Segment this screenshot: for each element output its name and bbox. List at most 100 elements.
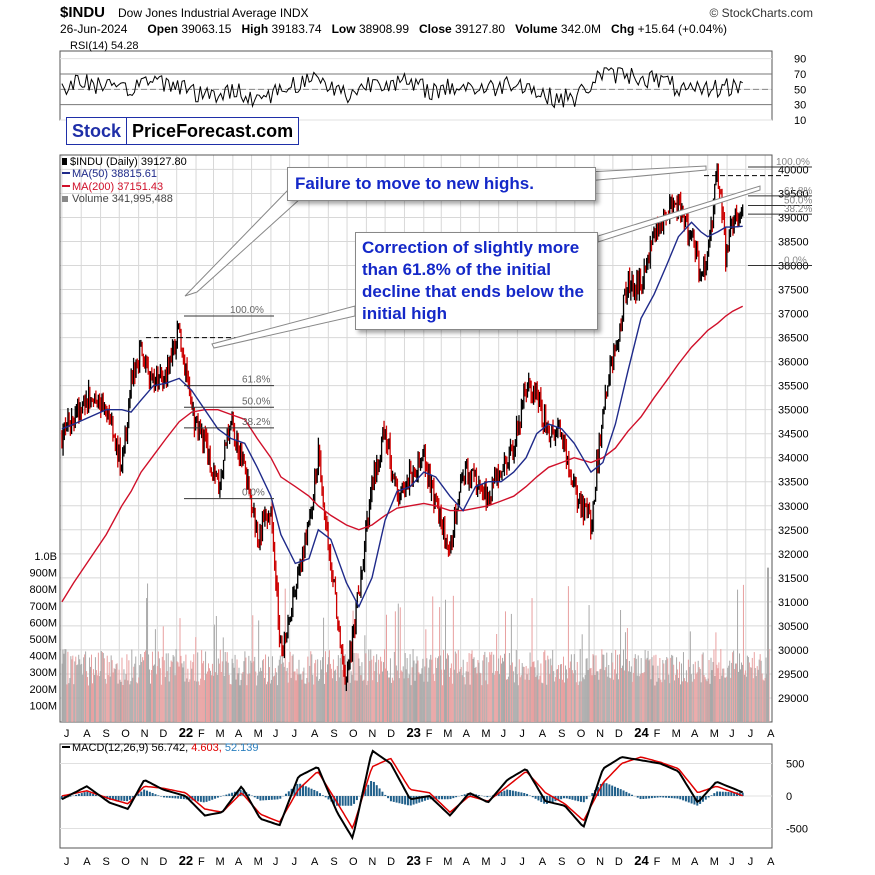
price-y-tick-label: 29500 — [778, 669, 809, 681]
macd-x-tick-label: D — [159, 856, 167, 868]
macd-signal-line — [61, 756, 743, 830]
macd-x-tick-label: A — [539, 856, 547, 868]
macd-x-tick-label: S — [103, 856, 110, 868]
price-x-tick-label: A — [691, 728, 699, 740]
price-x-tick-label: A — [235, 728, 243, 740]
price-x-tick-label: O — [349, 728, 358, 740]
price-x-tick-label: J — [64, 728, 69, 740]
macd-x-tick-label: J — [748, 856, 754, 868]
price-y-tick-label: 38500 — [778, 236, 809, 248]
logo-part-stock: Stock — [67, 118, 128, 144]
volume-tick-label: 500M — [29, 634, 57, 646]
high-label: High — [241, 22, 269, 36]
price-x-tick-label: M — [672, 728, 681, 740]
chart-symbol: $INDU — [60, 4, 106, 21]
price-x-tick-label: O — [577, 728, 586, 740]
fib2-level-label: 100.0% — [776, 157, 810, 168]
macd-x-tick-label: M — [443, 856, 452, 868]
macd-x-tick-label: A — [311, 856, 319, 868]
macd-x-tick-label: F — [426, 856, 433, 868]
chg-value: +15.64 (+0.04%) — [637, 22, 728, 36]
price-x-tick-label: F — [426, 728, 433, 740]
price-y-tick-label: 32000 — [778, 549, 809, 561]
close-label: Close — [419, 22, 452, 36]
macd-y-tick-label: 0 — [786, 791, 792, 803]
price-y-tick-label: 35000 — [778, 405, 809, 417]
macd-x-tick-label: F — [198, 856, 205, 868]
price-x-tick-label: N — [596, 728, 604, 740]
logo: Stock PriceForecast.com — [66, 117, 300, 145]
fib1-level-label: 50.0% — [242, 396, 270, 407]
volume-value: 342.0M — [560, 22, 601, 36]
macd-x-tick-label: 22 — [179, 853, 193, 868]
price-x-tick-label: F — [654, 728, 661, 740]
macd-x-tick-label: D — [615, 856, 623, 868]
close-value: 39127.80 — [455, 22, 506, 36]
volume-tick-label: 200M — [29, 684, 57, 696]
callout-failure-new-highs: Failure to move to new highs. — [287, 167, 596, 201]
price-y-tick-label: 31500 — [778, 573, 809, 585]
macd-x-tick-label: J — [729, 856, 735, 868]
fibonacci-1: 100.0% 61.8% 50.0% 38.2% 0.0% — [146, 305, 274, 500]
price-y-tick-label: 33500 — [778, 477, 809, 489]
price-x-tick-label: D — [615, 728, 623, 740]
macd-x-tick-label: J — [273, 856, 279, 868]
volume-bars — [61, 567, 770, 722]
price-x-tick-label: N — [368, 728, 376, 740]
macd-x-tick-label: M — [672, 856, 681, 868]
fib1-level-label: 0.0% — [242, 488, 265, 499]
price-y-tick-label: 30500 — [778, 621, 809, 633]
ma50-line — [61, 221, 743, 609]
price-x-tick-label: D — [387, 728, 395, 740]
chart-subtitle: Dow Jones Industrial Average INDX — [118, 6, 309, 20]
ma200-legend: MA(200) 37151.43 — [72, 181, 163, 193]
price-x-tick-label: 22 — [179, 725, 193, 740]
price-y-tick-label: 32500 — [778, 525, 809, 537]
price-legend-swatch — [62, 158, 67, 165]
rsi-y-tick-label: 10 — [794, 115, 806, 127]
open-label: Open — [147, 22, 179, 36]
price-x-tick-label: J — [273, 728, 279, 740]
fibonacci-2: 100.0% 61.8%50.0%38.2% 0.0% — [704, 157, 812, 267]
volume-legend-swatch — [62, 196, 68, 202]
price-y-tick-label: 37500 — [778, 285, 809, 297]
fib2-level-label: 61.8% — [784, 186, 812, 197]
macd-x-tick-label: O — [577, 856, 586, 868]
macd-x-tick-label: A — [767, 856, 775, 868]
macd-x-tick-label: D — [387, 856, 395, 868]
price-x-tick-label: A — [767, 728, 775, 740]
price-x-tick-label: O — [121, 728, 130, 740]
price-x-tick-label: A — [83, 728, 91, 740]
macd-x-tick-label: O — [121, 856, 130, 868]
macd-x-tick-label: A — [691, 856, 699, 868]
ma50-legend: MA(50) 38815.61 — [72, 168, 157, 180]
high-value: 39183.74 — [271, 22, 322, 36]
price-x-tick-label: J — [729, 728, 735, 740]
low-value: 38908.99 — [358, 22, 409, 36]
macd-x-tick-label: M — [481, 856, 490, 868]
volume-tick-label: 400M — [29, 651, 57, 663]
price-x-tick-label: S — [558, 728, 565, 740]
price-y-tick-label: 36000 — [778, 357, 809, 369]
volume-tick-label: 100M — [29, 700, 57, 712]
macd-x-tick-label: N — [368, 856, 376, 868]
callout1-pointer-left — [184, 188, 301, 297]
volume-tick-label: 1.0B — [34, 551, 57, 563]
price-x-tick-label: A — [311, 728, 319, 740]
price-legend: $INDU (Daily) 39127.80 — [70, 156, 187, 168]
macd-legend: MACD(12,26,9) 56.742, 4.603, 52.139 — [72, 742, 259, 754]
rsi-y-tick-label: 70 — [794, 69, 806, 81]
volume-tick-label: 900M — [29, 568, 57, 580]
price-x-tick-label: 23 — [406, 725, 420, 740]
volume-tick-label: 600M — [29, 617, 57, 629]
chg-label: Chg — [610, 22, 635, 36]
volume-tick-label: 700M — [29, 601, 57, 613]
macd-x-tick-label: M — [216, 856, 225, 868]
brand-credit: © StockCharts.com — [709, 6, 813, 20]
macd-x-tick-label: F — [654, 856, 661, 868]
price-x-tick-label: S — [330, 728, 337, 740]
macd-x-tick-label: S — [330, 856, 337, 868]
fib1-level-label: 61.8% — [242, 375, 270, 386]
macd-x-tick-label: N — [596, 856, 604, 868]
